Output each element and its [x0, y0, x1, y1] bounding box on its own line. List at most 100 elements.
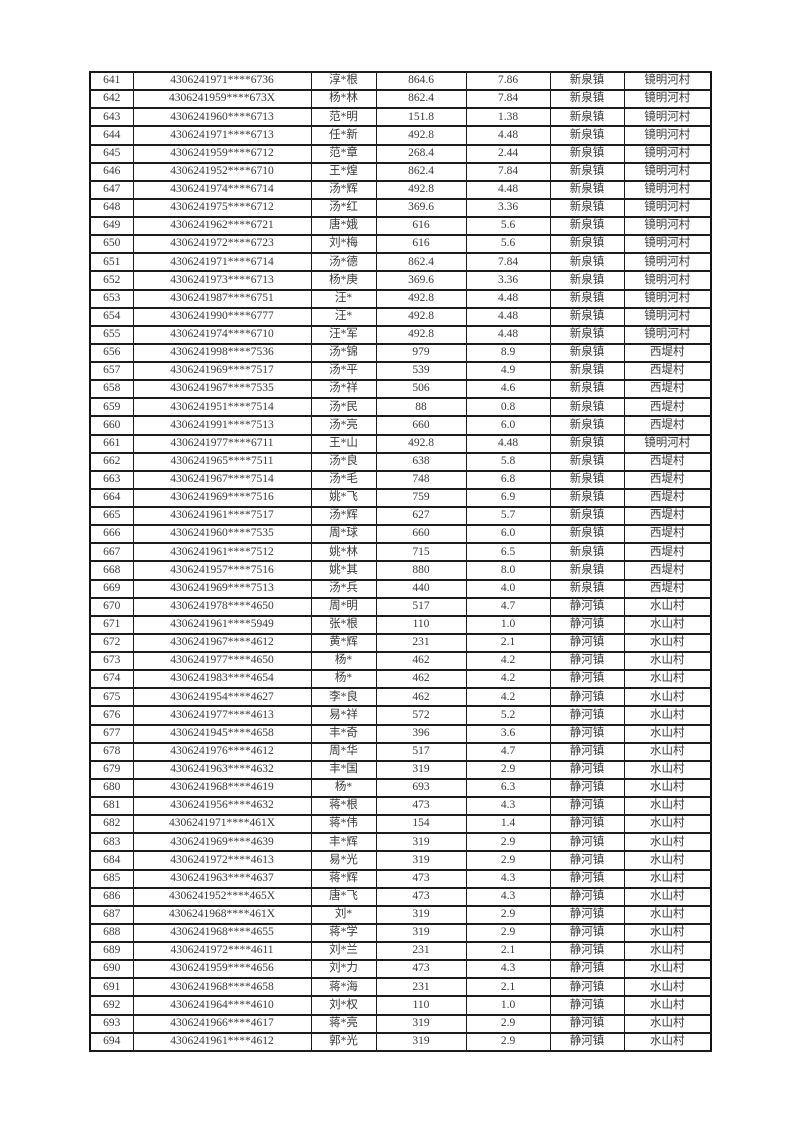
cell-id-masked: 4306241945****4658	[132, 723, 312, 744]
cell-value-2: 8.9	[465, 342, 551, 364]
cell-value-1: 506	[375, 379, 467, 400]
cell-index: 670	[89, 596, 134, 617]
cell-town: 静河镇	[549, 632, 625, 654]
cell-id-masked: 4306241967****7514	[132, 469, 312, 490]
cell-town: 新泉镇	[549, 125, 625, 146]
cell-value-2: 7.84	[465, 161, 551, 182]
cell-value-1: 979	[375, 342, 467, 364]
cell-town: 新泉镇	[549, 143, 625, 164]
table-row: 685 4306241963****4637 蒋*辉 473 4.3 静河镇 水山村	[89, 868, 712, 889]
cell-person-name: 蒋*学	[310, 922, 377, 944]
cell-id-masked: 4306241971****6736	[132, 70, 312, 92]
cell-person-name: 蒋*伟	[310, 814, 377, 835]
cell-person-name: 汪*	[310, 306, 377, 327]
cell-index: 654	[89, 306, 134, 327]
cell-value-1: 864.6	[375, 70, 467, 92]
table-row: 651 4306241971****6714 汤*德 862.4 7.84 新泉镇 镜明河村	[89, 252, 712, 273]
table-row: 684 4306241972****4613 易*光 319 2.9 静河镇 水山村	[89, 850, 712, 871]
cell-value-1: 319	[375, 850, 467, 871]
table-row: 647 4306241974****6714 汤*辉 492.8 4.48 新泉镇 镜明河村	[89, 179, 712, 200]
cell-person-name: 汤*红	[310, 197, 377, 219]
cell-id-masked: 4306241972****4611	[132, 940, 312, 962]
cell-person-name: 汤*亮	[310, 415, 377, 436]
cell-index: 685	[89, 868, 134, 889]
cell-village: 镜明河村	[623, 179, 712, 200]
cell-town: 新泉镇	[549, 524, 625, 545]
cell-town: 静河镇	[549, 723, 625, 744]
cell-value-1: 473	[375, 886, 467, 907]
table-row: 692 4306241964****4610 刘*权 110 1.0 静河镇 水山村	[89, 995, 712, 1016]
table-row: 675 4306241954****4627 李*良 462 4.2 静河镇 水山村	[89, 687, 712, 708]
cell-id-masked: 4306241968****4619	[132, 777, 312, 799]
cell-id-masked: 4306241969****7517	[132, 360, 312, 382]
table-row: 664 4306241969****7516 姚*飞 759 6.9 新泉镇 西堤村	[89, 487, 712, 509]
cell-village: 镜明河村	[623, 234, 712, 255]
cell-village: 西堤村	[623, 469, 712, 490]
cell-person-name: 汤*辉	[310, 505, 377, 527]
cell-value-1: 319	[375, 904, 467, 925]
cell-town: 新泉镇	[549, 379, 625, 400]
cell-town: 静河镇	[549, 741, 625, 762]
cell-value-1: 319	[375, 1031, 467, 1053]
cell-id-masked: 4306241967****4612	[132, 632, 312, 654]
cell-index: 681	[89, 795, 134, 817]
cell-value-2: 6.5	[465, 542, 551, 563]
cell-id-masked: 4306241977****6711	[132, 433, 312, 454]
cell-id-masked: 4306241952****465X	[132, 886, 312, 907]
cell-person-name: 范*明	[310, 107, 377, 128]
cell-index: 655	[89, 324, 134, 345]
cell-id-masked: 4306241959****673X	[132, 89, 312, 110]
cell-id-masked: 4306241973****6713	[132, 270, 312, 291]
cell-person-name: 汤*平	[310, 360, 377, 382]
cell-value-1: 369.6	[375, 197, 467, 219]
cell-id-masked: 4306241987****6751	[132, 288, 312, 309]
cell-index: 673	[89, 650, 134, 672]
cell-person-name: 任*新	[310, 125, 377, 146]
cell-person-name: 丰*奇	[310, 723, 377, 744]
cell-id-masked: 4306241960****6713	[132, 107, 312, 128]
cell-id-masked: 4306241968****461X	[132, 904, 312, 925]
cell-index: 676	[89, 705, 134, 726]
cell-id-masked: 4306241965****7511	[132, 451, 312, 472]
cell-village: 水山村	[623, 687, 712, 708]
cell-id-masked: 4306241975****6712	[132, 197, 312, 219]
table-row: 676 4306241977****4613 易*祥 572 5.2 静河镇 水山村	[89, 705, 712, 726]
cell-town: 新泉镇	[549, 324, 625, 345]
cell-village: 水山村	[623, 669, 712, 690]
table-row: 661 4306241977****6711 王*山 492.8 4.48 新泉镇 镜明河村	[89, 433, 712, 454]
cell-town: 静河镇	[549, 777, 625, 799]
cell-value-2: 1.0	[465, 995, 551, 1016]
cell-town: 静河镇	[549, 814, 625, 835]
cell-person-name: 蒋*辉	[310, 868, 377, 889]
cell-village: 水山村	[623, 632, 712, 654]
cell-value-1: 319	[375, 922, 467, 944]
cell-value-1: 638	[375, 451, 467, 472]
cell-index: 674	[89, 669, 134, 690]
cell-value-1: 517	[375, 596, 467, 617]
cell-person-name: 周*华	[310, 741, 377, 762]
cell-id-masked: 4306241977****4613	[132, 705, 312, 726]
cell-village: 西堤村	[623, 487, 712, 509]
cell-id-masked: 4306241961****4612	[132, 1031, 312, 1053]
cell-value-2: 4.6	[465, 379, 551, 400]
cell-index: 663	[89, 469, 134, 490]
cell-value-2: 2.9	[465, 759, 551, 780]
cell-value-2: 5.8	[465, 451, 551, 472]
cell-index: 664	[89, 487, 134, 509]
cell-village: 西堤村	[623, 451, 712, 472]
cell-index: 656	[89, 342, 134, 364]
cell-id-masked: 4306241977****4650	[132, 650, 312, 672]
cell-value-2: 8.0	[465, 560, 551, 581]
cell-town: 静河镇	[549, 759, 625, 780]
cell-village: 镜明河村	[623, 288, 712, 309]
cell-person-name: 刘*	[310, 904, 377, 925]
cell-person-name: 刘*力	[310, 959, 377, 980]
cell-value-2: 3.36	[465, 270, 551, 291]
cell-town: 新泉镇	[549, 360, 625, 382]
cell-town: 静河镇	[549, 832, 625, 853]
table-row: 645 4306241959****6712 范*章 268.4 2.44 新泉镇 镜明河村	[89, 143, 712, 164]
cell-index: 641	[89, 70, 134, 92]
cell-value-2: 4.48	[465, 179, 551, 200]
cell-village: 镜明河村	[623, 125, 712, 146]
cell-town: 静河镇	[549, 1013, 625, 1034]
